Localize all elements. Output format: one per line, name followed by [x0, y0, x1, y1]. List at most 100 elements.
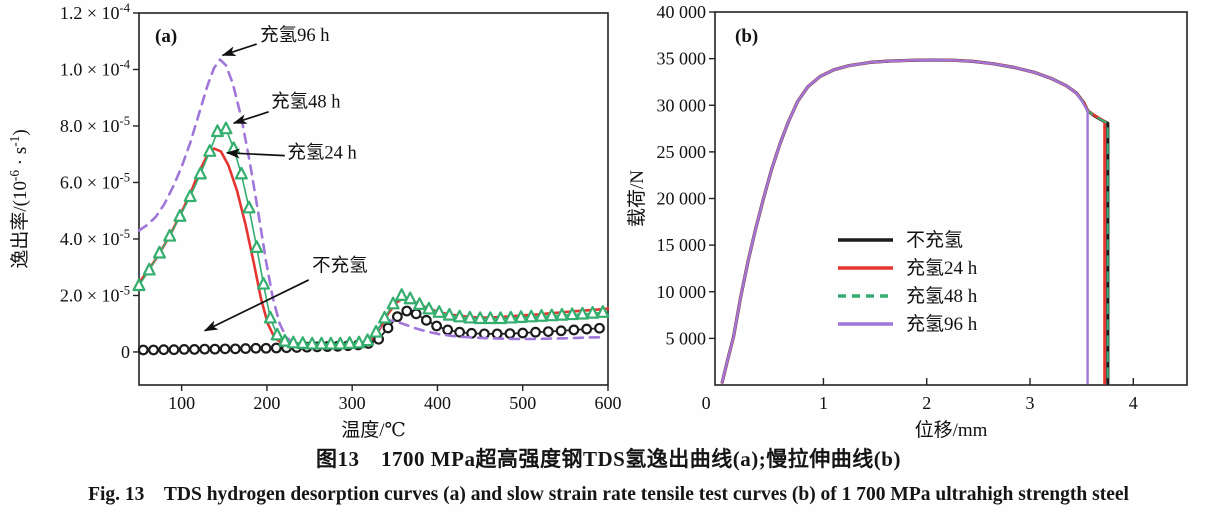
x-axis-label-tensile: 位移/mm — [915, 419, 988, 440]
marker-triangle — [596, 305, 610, 318]
x-tick-label: 100 — [168, 393, 195, 413]
marker-circle — [431, 320, 443, 332]
marker-triangle — [565, 307, 579, 321]
marker-triangle — [453, 309, 467, 323]
marker-circle — [420, 314, 432, 326]
y-axis-label-tensile: 载荷/N — [626, 170, 648, 227]
marker-triangle — [250, 240, 264, 253]
marker-circle — [148, 344, 159, 356]
marker-triangle — [173, 209, 187, 222]
marker-triangle — [333, 336, 347, 350]
annotation-arrow — [225, 148, 285, 159]
marker-triangle — [263, 310, 277, 324]
x-tick-label: 1 — [819, 393, 828, 413]
y-tick-label: 0 — [121, 342, 130, 362]
marker-circle — [581, 323, 593, 335]
x-tick-label: 0 — [702, 393, 711, 413]
marker-triangle — [413, 297, 427, 310]
marker-triangle — [361, 333, 375, 347]
panel-label-tensile: (b) — [735, 26, 758, 47]
legend-item: 不充氢 — [838, 229, 963, 251]
marker-circle — [555, 325, 567, 337]
y-tick-label: 15 000 — [657, 235, 707, 255]
x-tick-label: 2 — [922, 393, 931, 413]
marker-circle — [542, 326, 554, 338]
y-tick-label: 8.0 × 10-5 — [60, 114, 130, 136]
marker-circle — [442, 324, 454, 336]
legend-label: 不充氢 — [906, 229, 963, 251]
marker-circle — [250, 342, 262, 354]
y-tick-label: 40 000 — [657, 2, 707, 22]
marker-triangle — [343, 336, 357, 349]
annotation-label: 充氢96 h — [260, 25, 329, 46]
legend-label: 充氢24 h — [906, 257, 978, 279]
legend-item: 充氢96 h — [838, 313, 978, 335]
marker-triangle — [203, 144, 217, 157]
plot-frame-tds — [138, 12, 609, 386]
marker-triangle — [142, 262, 156, 276]
legend-item: 充氢48 h — [838, 285, 978, 307]
legend-label: 充氢48 h — [906, 285, 978, 307]
marker-triangle — [369, 324, 383, 338]
marker-circle — [391, 311, 403, 323]
marker-triangle — [270, 327, 284, 341]
marker-triangle — [193, 166, 207, 180]
marker-triangle — [504, 310, 518, 324]
marker-triangle — [132, 278, 146, 292]
marker-circle — [382, 322, 394, 334]
marker-circle — [260, 342, 272, 354]
marker-triangle — [227, 141, 241, 155]
marker-triangle — [183, 189, 197, 203]
marker-triangle — [494, 311, 508, 325]
marker-triangle — [386, 296, 400, 310]
marker-triangle — [378, 310, 392, 324]
marker-triangle — [324, 336, 338, 350]
y-axis-label-tds: 逸出率/(10-6 · s-1) — [7, 129, 31, 268]
marker-triangle — [163, 228, 177, 242]
x-tick-label: 500 — [509, 393, 536, 413]
marker-triangle — [534, 309, 548, 322]
y-tick-label: 4.0 × 10-5 — [60, 227, 130, 249]
chart-tds: 100 200 300 400 500 600 0 2.0 × 10-5 4.0 × 10-5 6… — [7, 1, 622, 440]
series-line-tensile-h96 — [721, 58, 1089, 385]
y-tick-label: 25 000 — [657, 142, 707, 162]
x-tick-label: 200 — [253, 393, 280, 413]
chart-tensile: 0 1 2 3 4 5 000 10 000 15 000 20 000 25 000 30 000… — [626, 2, 1188, 440]
marker-triangle — [152, 245, 166, 259]
y-tick-label: 30 000 — [657, 95, 707, 115]
marker-triangle — [296, 336, 310, 349]
marker-triangle — [463, 310, 477, 324]
series-line-tds-h96 — [137, 58, 603, 349]
series-line-tds-h48 — [138, 128, 604, 345]
y-tick-label: 5 000 — [666, 328, 707, 348]
y-tick-label: 20 000 — [657, 189, 707, 209]
marker-circle — [491, 328, 503, 340]
y-tick-label: 10 000 — [657, 282, 707, 302]
legend-item: 充氢24 h — [838, 257, 978, 279]
annotation-label: 不充氢 — [312, 255, 368, 276]
marker-circle — [158, 344, 170, 356]
marker-triangle — [586, 305, 600, 319]
marker-triangle — [545, 308, 559, 322]
marker-circle — [137, 344, 149, 356]
y-tick-label: 35 000 — [657, 49, 707, 69]
marker-circle — [229, 343, 241, 355]
marker-triangle — [403, 291, 417, 305]
marker-circle — [594, 322, 605, 334]
marker-triangle — [432, 305, 446, 318]
y-tick-label: 2.0 × 10-5 — [60, 283, 130, 305]
annotation-label: 充氢24 h — [287, 142, 356, 163]
marker-circle — [219, 343, 231, 355]
marker-circle — [240, 343, 251, 354]
annotation-label: 充氢48 h — [271, 92, 340, 113]
charts-canvas: 100 200 300 400 500 600 0 2.0 × 10-5 4.0 × 10-5 6… — [7, 1, 1188, 440]
marker-circle — [454, 326, 466, 338]
marker-triangle — [305, 336, 319, 350]
marker-triangle — [395, 288, 409, 301]
caption-chinese: 图13 1700 MPa超高强度钢TDS氢逸出曲线(a);慢拉伸曲线(b) — [316, 447, 901, 471]
marker-triangle — [422, 301, 436, 315]
panel-label-tds: (a) — [155, 26, 177, 47]
legend-label: 充氢96 h — [906, 313, 978, 335]
marker-circle — [530, 326, 541, 338]
